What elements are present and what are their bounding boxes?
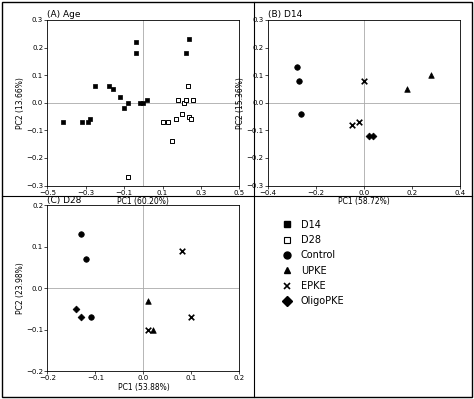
Point	[159, 119, 166, 125]
Point	[178, 111, 185, 117]
Point	[365, 133, 373, 139]
Point	[174, 97, 182, 103]
Point	[145, 326, 152, 333]
Point	[164, 119, 172, 125]
Point	[132, 39, 139, 45]
Point	[139, 100, 147, 106]
Point	[178, 248, 185, 254]
Point	[149, 326, 157, 333]
Point	[77, 314, 85, 320]
Point	[184, 83, 191, 89]
Point	[59, 119, 66, 125]
Point	[186, 113, 193, 120]
Point	[295, 77, 303, 84]
Point	[124, 174, 132, 180]
Point	[180, 100, 188, 106]
Text: (C) D28: (C) D28	[47, 196, 82, 205]
Point	[78, 119, 86, 125]
Text: (A) Age: (A) Age	[47, 10, 81, 19]
Point	[188, 116, 195, 122]
Point	[82, 256, 90, 263]
Point	[293, 64, 301, 70]
Point	[370, 133, 377, 139]
Point	[124, 100, 132, 106]
Point	[190, 97, 197, 103]
Point	[403, 86, 411, 92]
Point	[91, 83, 99, 89]
Point	[348, 122, 356, 128]
Point	[105, 83, 113, 89]
Legend: D14, D28, Control, UPKE, EPKE, OligoPKE: D14, D28, Control, UPKE, EPKE, OligoPKE	[273, 216, 348, 310]
Point	[182, 97, 190, 103]
Point	[117, 94, 124, 101]
Point	[73, 306, 80, 312]
Point	[109, 86, 117, 92]
Y-axis label: PC2 (23.98%): PC2 (23.98%)	[16, 263, 25, 314]
Point	[360, 77, 367, 84]
Point	[427, 72, 435, 78]
Point	[136, 100, 143, 106]
Text: (B) D14: (B) D14	[268, 10, 302, 19]
Point	[168, 138, 176, 144]
Y-axis label: PC2 (15.36%): PC2 (15.36%)	[236, 77, 245, 129]
Point	[145, 298, 152, 304]
Point	[188, 314, 195, 320]
Point	[186, 36, 193, 42]
X-axis label: PC1 (60.20%): PC1 (60.20%)	[118, 197, 169, 206]
Point	[182, 50, 190, 56]
Point	[355, 119, 363, 125]
Point	[144, 97, 151, 103]
Point	[77, 231, 85, 238]
X-axis label: PC1 (53.88%): PC1 (53.88%)	[118, 383, 169, 392]
X-axis label: PC1 (58.72%): PC1 (58.72%)	[338, 197, 390, 206]
Point	[84, 119, 91, 125]
Point	[86, 116, 93, 122]
Point	[298, 111, 305, 117]
Y-axis label: PC2 (13.66%): PC2 (13.66%)	[16, 77, 25, 129]
Point	[87, 314, 94, 320]
Point	[132, 50, 139, 56]
Point	[172, 116, 180, 122]
Point	[120, 105, 128, 111]
